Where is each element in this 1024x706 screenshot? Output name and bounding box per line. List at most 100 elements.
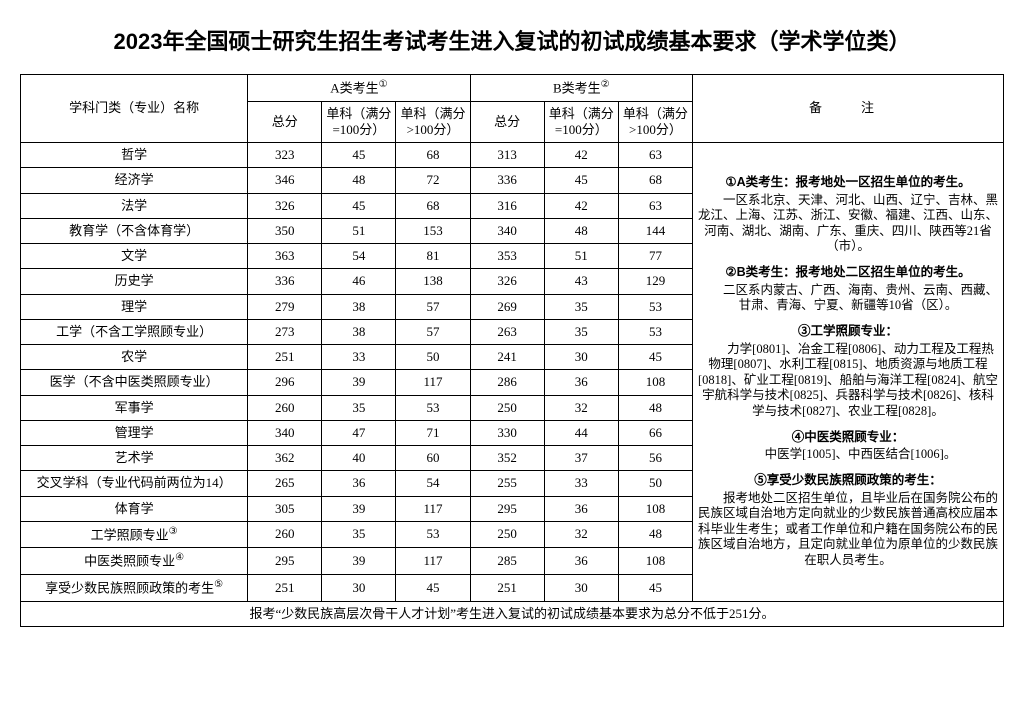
score-cell: 42: [544, 193, 618, 218]
score-cell: 129: [618, 269, 692, 294]
sup-marker: ④: [175, 552, 184, 563]
score-cell: 326: [248, 193, 322, 218]
score-cell: 50: [618, 471, 692, 496]
category-cell: 艺术学: [21, 446, 248, 471]
score-cell: 260: [248, 395, 322, 420]
score-cell: 39: [322, 370, 396, 395]
category-cell: 工学（不含工学照顾专业）: [21, 319, 248, 344]
score-cell: 117: [396, 496, 470, 521]
score-cell: 71: [396, 420, 470, 445]
category-cell: 管理学: [21, 420, 248, 445]
score-cell: 350: [248, 218, 322, 243]
hdr-remarks: 备 注: [693, 75, 1004, 143]
score-cell: 35: [322, 521, 396, 548]
score-cell: 48: [618, 521, 692, 548]
score-cell: 39: [322, 496, 396, 521]
score-cell: 295: [248, 548, 322, 575]
score-cell: 362: [248, 446, 322, 471]
score-table: 学科门类（专业）名称 A类考生① B类考生② 备 注 总分 单科（满分=100分…: [20, 74, 1004, 627]
score-cell: 336: [248, 269, 322, 294]
score-cell: 313: [470, 143, 544, 168]
score-cell: 353: [470, 244, 544, 269]
score-cell: 48: [618, 395, 692, 420]
score-cell: 316: [470, 193, 544, 218]
hdr-a-total: 总分: [248, 101, 322, 143]
score-cell: 305: [248, 496, 322, 521]
score-cell: 260: [248, 521, 322, 548]
score-cell: 45: [618, 574, 692, 601]
category-cell: 体育学: [21, 496, 248, 521]
score-cell: 50: [396, 345, 470, 370]
score-cell: 60: [396, 446, 470, 471]
hdr-group-a: A类考生①: [248, 75, 470, 102]
score-cell: 352: [470, 446, 544, 471]
score-cell: 47: [322, 420, 396, 445]
score-cell: 30: [322, 574, 396, 601]
score-cell: 251: [470, 574, 544, 601]
category-cell: 享受少数民族照顾政策的考生⑤: [21, 574, 248, 601]
score-cell: 36: [544, 548, 618, 575]
score-cell: 346: [248, 168, 322, 193]
score-cell: 56: [618, 446, 692, 471]
score-cell: 54: [396, 471, 470, 496]
score-cell: 81: [396, 244, 470, 269]
score-cell: 251: [248, 574, 322, 601]
category-cell: 文学: [21, 244, 248, 269]
score-cell: 77: [618, 244, 692, 269]
score-cell: 323: [248, 143, 322, 168]
score-cell: 241: [470, 345, 544, 370]
category-cell: 工学照顾专业③: [21, 521, 248, 548]
score-cell: 38: [322, 319, 396, 344]
hdr-group-a-label: A类考生: [330, 80, 378, 95]
category-cell: 教育学（不含体育学）: [21, 218, 248, 243]
score-cell: 30: [544, 574, 618, 601]
sup-marker: ③: [169, 526, 178, 537]
sup-marker: ⑤: [214, 579, 223, 590]
score-cell: 250: [470, 521, 544, 548]
score-cell: 44: [544, 420, 618, 445]
table-row: 哲学32345683134263①A类考生：报考地处一区招生单位的考生。一区系北…: [21, 143, 1004, 168]
score-cell: 363: [248, 244, 322, 269]
score-cell: 251: [248, 345, 322, 370]
score-cell: 296: [248, 370, 322, 395]
score-cell: 63: [618, 193, 692, 218]
score-cell: 43: [544, 269, 618, 294]
hdr-group-b: B类考生②: [470, 75, 692, 102]
score-cell: 35: [544, 294, 618, 319]
score-cell: 48: [322, 168, 396, 193]
hdr-b-subgt100: 单科（满分>100分）: [618, 101, 692, 143]
score-cell: 36: [322, 471, 396, 496]
score-cell: 68: [396, 143, 470, 168]
score-cell: 35: [544, 319, 618, 344]
hdr-group-b-label: B类考生: [553, 80, 601, 95]
score-cell: 45: [544, 168, 618, 193]
hdr-category: 学科门类（专业）名称: [21, 75, 248, 143]
score-cell: 63: [618, 143, 692, 168]
score-cell: 279: [248, 294, 322, 319]
score-cell: 255: [470, 471, 544, 496]
score-cell: 35: [322, 395, 396, 420]
score-cell: 138: [396, 269, 470, 294]
score-cell: 265: [248, 471, 322, 496]
score-cell: 68: [396, 193, 470, 218]
score-cell: 273: [248, 319, 322, 344]
score-cell: 336: [470, 168, 544, 193]
category-cell: 理学: [21, 294, 248, 319]
score-cell: 326: [470, 269, 544, 294]
category-cell: 经济学: [21, 168, 248, 193]
score-cell: 57: [396, 319, 470, 344]
score-cell: 33: [322, 345, 396, 370]
score-cell: 108: [618, 548, 692, 575]
score-cell: 48: [544, 218, 618, 243]
score-cell: 269: [470, 294, 544, 319]
page-title: 2023年全国硕士研究生招生考试考生进入复试的初试成绩基本要求（学术学位类）: [20, 24, 1004, 56]
score-cell: 39: [322, 548, 396, 575]
score-cell: 37: [544, 446, 618, 471]
score-cell: 153: [396, 218, 470, 243]
score-cell: 32: [544, 395, 618, 420]
category-cell: 历史学: [21, 269, 248, 294]
score-cell: 108: [618, 496, 692, 521]
score-cell: 57: [396, 294, 470, 319]
score-cell: 340: [248, 420, 322, 445]
score-cell: 250: [470, 395, 544, 420]
